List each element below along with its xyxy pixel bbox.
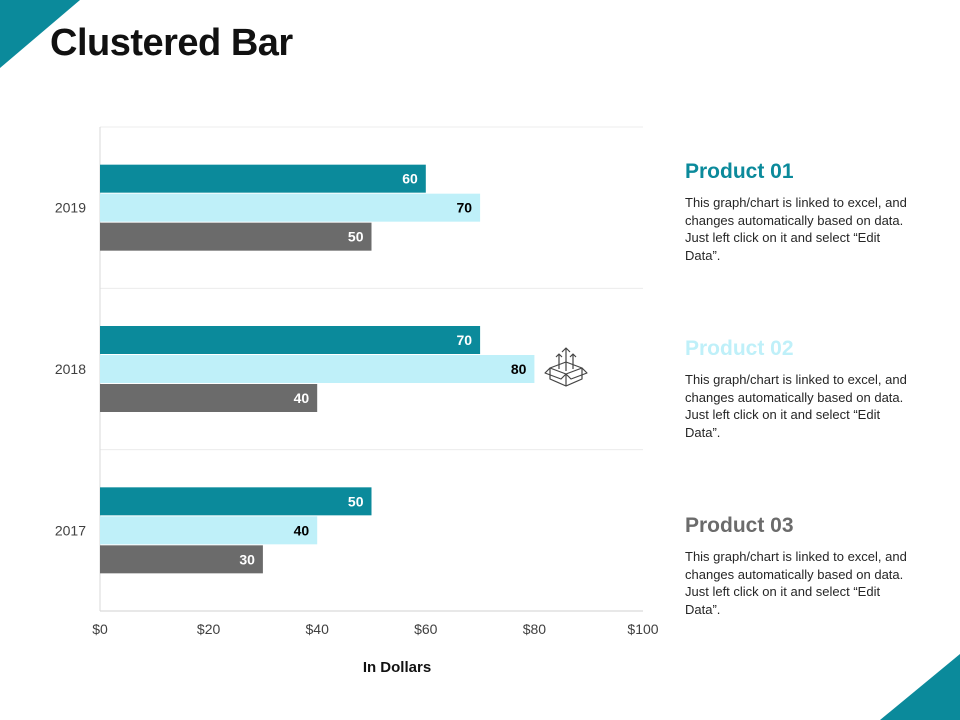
bar-data-label: 30 <box>239 551 255 567</box>
bar <box>100 326 481 354</box>
bar-data-label: 50 <box>348 493 364 509</box>
bar <box>100 516 318 545</box>
y-category-label: 2018 <box>55 361 86 377</box>
x-tick-label: $0 <box>92 621 108 637</box>
bar-data-label: 70 <box>457 332 473 348</box>
x-tick-label: $100 <box>627 621 658 637</box>
bar-data-label: 40 <box>294 522 310 538</box>
legend-product-02: Product 02 This graph/chart is linked to… <box>685 337 915 441</box>
legend-product-01: Product 01 This graph/chart is linked to… <box>685 160 915 264</box>
legend-title: Product 02 <box>685 337 794 360</box>
bar-data-label: 70 <box>457 200 473 216</box>
bar <box>100 487 372 516</box>
y-category-label: 2017 <box>55 522 86 538</box>
bar <box>100 355 535 383</box>
corner-accent-bottom-right <box>880 654 960 720</box>
legend-product-03: Product 03 This graph/chart is linked to… <box>685 514 915 618</box>
legend-title: Product 01 <box>685 160 794 183</box>
bar <box>100 193 481 222</box>
box-arrows-icon <box>544 347 588 387</box>
bar-data-label: 40 <box>294 390 310 406</box>
x-tick-label: $80 <box>523 621 547 637</box>
legend-title: Product 03 <box>685 514 794 537</box>
page-title: Clustered Bar <box>50 22 293 64</box>
x-axis-title: In Dollars <box>363 659 431 676</box>
bar <box>100 545 263 574</box>
y-category-label: 2019 <box>55 200 86 216</box>
corner-accent-top-left <box>0 0 80 68</box>
bar-data-label: 60 <box>402 171 418 187</box>
bar <box>100 222 372 251</box>
bar-data-label: 80 <box>511 361 527 377</box>
bar <box>100 164 426 193</box>
legend-description: This graph/chart is linked to excel, and… <box>685 195 907 263</box>
legend-description: This graph/chart is linked to excel, and… <box>685 549 907 617</box>
x-tick-label: $60 <box>414 621 438 637</box>
bar <box>100 384 318 412</box>
x-tick-label: $20 <box>197 621 221 637</box>
legend-description: This graph/chart is linked to excel, and… <box>685 372 907 440</box>
x-tick-label: $40 <box>306 621 330 637</box>
bar-data-label: 50 <box>348 229 364 245</box>
